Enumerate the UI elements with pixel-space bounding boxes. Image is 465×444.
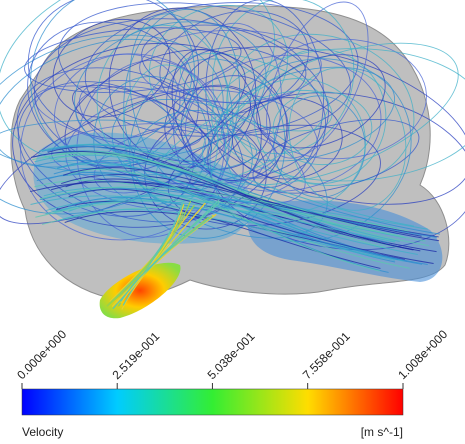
- colorbar: [22, 389, 403, 415]
- colorbar-unit: [m s^-1]: [361, 425, 403, 439]
- colorbar-tick-label: 2.519e-001: [109, 329, 162, 382]
- colorbar-title: Velocity: [22, 425, 63, 439]
- colorbar-tick-label: 0.000e+000: [14, 327, 69, 382]
- page: 0.000e+000 2.519e-001 5.038e-001 7.558e-001…: [0, 0, 465, 444]
- streamline-render: [0, 0, 465, 318]
- colorbar-tick-label: 5.038e-001: [205, 329, 258, 382]
- colorbar-tick-label: 7.558e-001: [300, 329, 353, 382]
- colorbar-ticks: 0.000e+000 2.519e-001 5.038e-001 7.558e-001…: [14, 327, 450, 389]
- colorbar-tick-label: 1.008e+000: [395, 327, 450, 382]
